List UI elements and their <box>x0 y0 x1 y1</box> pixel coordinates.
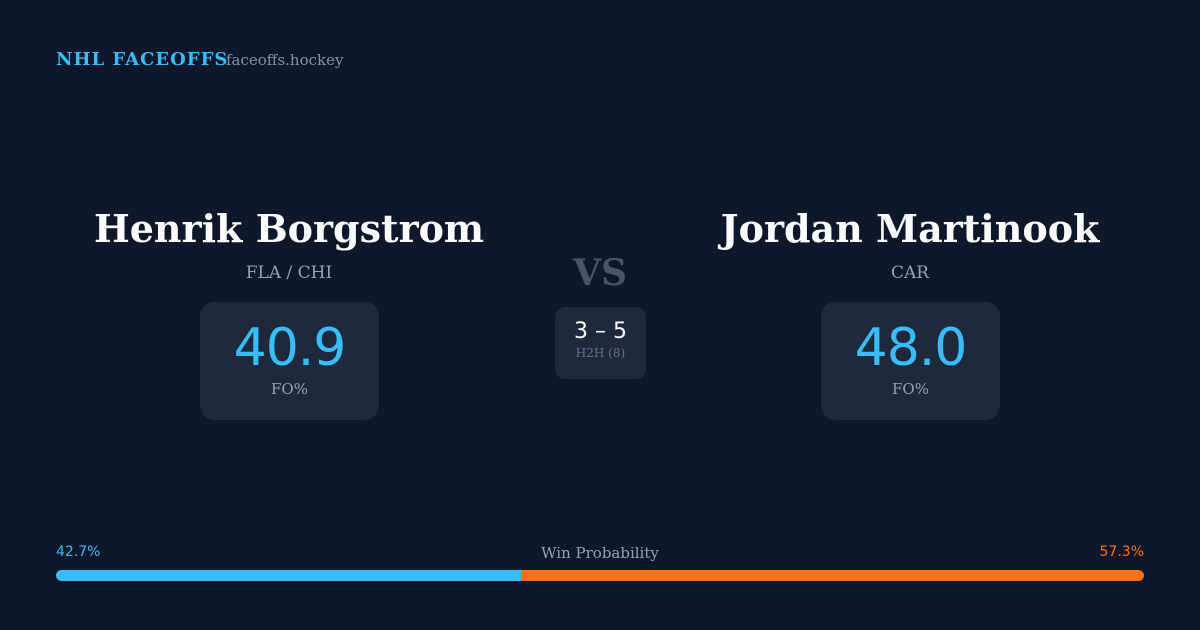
brand: NHL FACEOFFS <box>56 49 229 70</box>
h2h-score: 3 – 5 <box>574 319 627 344</box>
site: faceoffs.hockey <box>226 51 344 69</box>
stat-box: 40.9 FO% <box>200 302 379 420</box>
player-name: Jordan Martinook <box>720 206 1100 251</box>
bar-right <box>520 570 1144 581</box>
prob-bar <box>56 570 1144 581</box>
player-name: Henrik Borgstrom <box>93 206 485 251</box>
fo-pct: 48.0 <box>854 318 968 378</box>
h2h-label: H2H (8) <box>575 346 626 360</box>
fo-pct: 40.9 <box>233 318 347 378</box>
prob-title: Win Probability <box>541 544 659 562</box>
vs: VS <box>573 252 627 294</box>
player-team: CAR <box>890 263 930 283</box>
stat-box: 48.0 FO% <box>821 302 1000 420</box>
bar-left <box>56 570 521 581</box>
left-prob: 42.7% <box>56 544 101 560</box>
h2h-box: 3 – 5 H2H (8) <box>555 307 646 379</box>
fo-label: FO% <box>271 380 308 398</box>
player-team: FLA / CHI <box>245 263 333 283</box>
fo-label: FO% <box>892 380 929 398</box>
right-prob: 57.3% <box>1099 544 1144 560</box>
